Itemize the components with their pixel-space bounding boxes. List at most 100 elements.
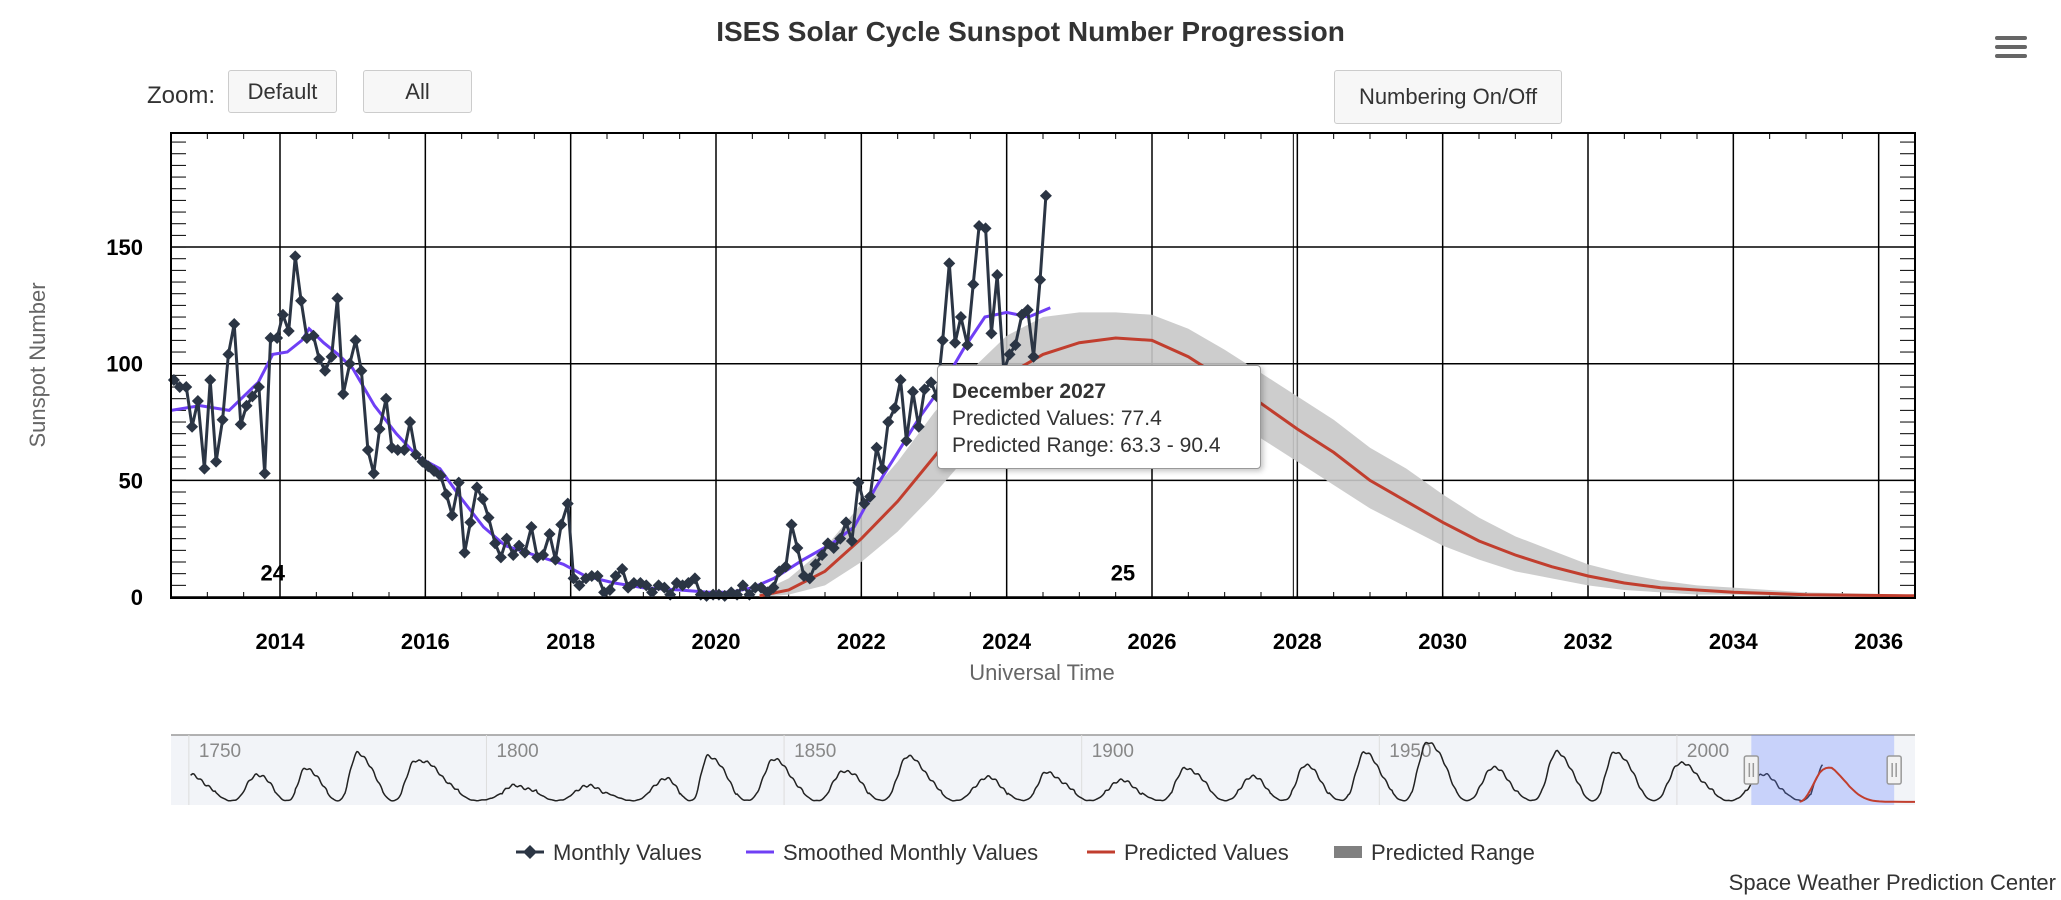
monthly-value-point[interactable] <box>967 278 980 291</box>
monthly-value-point[interactable] <box>391 444 404 457</box>
monthly-value-point[interactable] <box>186 420 199 433</box>
legend-item-predicted[interactable]: Predicted Values <box>1087 840 1289 865</box>
monthly-value-point[interactable] <box>482 511 495 524</box>
monthly-value-point[interactable] <box>1021 304 1034 317</box>
monthly-value-point[interactable] <box>852 476 865 489</box>
monthly-value-point[interactable] <box>404 416 417 429</box>
monthly-value-point[interactable] <box>180 381 193 394</box>
monthly-value-point[interactable] <box>591 570 604 583</box>
monthly-value-point[interactable] <box>1003 348 1016 361</box>
legend-item-monthly[interactable]: Monthly Values <box>516 840 702 865</box>
monthly-value-point[interactable] <box>791 542 804 555</box>
monthly-value-point[interactable] <box>373 423 386 436</box>
monthly-value-point[interactable] <box>307 329 320 342</box>
monthly-value-point[interactable] <box>816 549 829 562</box>
monthly-value-point[interactable] <box>276 308 289 321</box>
monthly-value-point[interactable] <box>906 385 919 398</box>
monthly-value-point[interactable] <box>803 572 816 585</box>
monthly-value-point[interactable] <box>936 334 949 347</box>
monthly-value-point[interactable] <box>458 546 471 559</box>
monthly-value-point[interactable] <box>555 518 568 531</box>
zoom-default-button[interactable]: Default <box>228 70 337 113</box>
monthly-value-point[interactable] <box>1039 189 1052 202</box>
monthly-value-point[interactable] <box>355 364 368 377</box>
monthly-value-point[interactable] <box>646 586 659 599</box>
navigator-handle-grip[interactable] <box>1743 755 1760 785</box>
numbering-toggle-button[interactable]: Numbering On/Off <box>1334 70 1562 124</box>
legend-item-range[interactable]: Predicted Range <box>1334 840 1535 865</box>
monthly-value-point[interactable] <box>543 528 556 541</box>
monthly-value-point[interactable] <box>173 381 186 394</box>
monthly-value-point[interactable] <box>954 311 967 324</box>
monthly-value-point[interactable] <box>319 364 332 377</box>
monthly-value-point[interactable] <box>452 476 465 489</box>
monthly-value-point[interactable] <box>216 413 229 426</box>
monthly-value-point[interactable] <box>489 537 502 550</box>
navigator-handle-grip[interactable] <box>1886 755 1902 785</box>
monthly-value-point[interactable] <box>809 558 822 571</box>
monthly-value-point[interactable] <box>252 381 265 394</box>
monthly-value-point[interactable] <box>834 532 847 545</box>
monthly-value-point[interactable] <box>1009 339 1022 352</box>
monthly-value-point[interactable] <box>264 332 277 345</box>
monthly-value-point[interactable] <box>367 467 380 480</box>
monthly-value-point[interactable] <box>434 469 447 482</box>
monthly-value-point[interactable] <box>1034 273 1047 286</box>
monthly-value-point[interactable] <box>518 546 531 559</box>
monthly-value-point[interactable] <box>888 402 901 415</box>
monthly-value-point[interactable] <box>337 388 350 401</box>
monthly-value-point[interactable] <box>616 563 629 576</box>
legend-item-smoothed[interactable]: Smoothed Monthly Values <box>746 840 1038 865</box>
navigator-left-handle[interactable] <box>1743 755 1760 785</box>
monthly-value-point[interactable] <box>525 521 538 534</box>
monthly-value-point[interactable] <box>198 462 211 475</box>
monthly-value-point[interactable] <box>191 395 204 408</box>
legend[interactable]: Monthly Values Smoothed Monthly Values Pre… <box>516 840 1535 865</box>
monthly-value-point[interactable] <box>627 577 640 590</box>
hamburger-menu-icon[interactable] <box>1995 36 2027 62</box>
monthly-value-point[interactable] <box>561 497 574 510</box>
monthly-value-point[interactable] <box>943 257 956 270</box>
monthly-value-point[interactable] <box>440 488 453 501</box>
monthly-value-point[interactable] <box>240 399 253 412</box>
zoom-all-button[interactable]: All <box>363 70 472 113</box>
monthly-value-point[interactable] <box>234 418 247 431</box>
monthly-value-point[interactable] <box>380 392 393 405</box>
monthly-value-point[interactable] <box>779 560 792 573</box>
monthly-value-point[interactable] <box>313 353 326 366</box>
monthly-value-point[interactable] <box>573 579 586 592</box>
monthly-value-point[interactable] <box>295 294 308 307</box>
monthly-value-point[interactable] <box>840 516 853 529</box>
monthly-value-point[interactable] <box>500 532 513 545</box>
monthly-value-point[interactable] <box>876 462 889 475</box>
monthly-value-point[interactable] <box>210 455 223 468</box>
monthly-value-point[interactable] <box>398 444 411 457</box>
monthly-value-point[interactable] <box>985 327 998 340</box>
monthly-value-point[interactable] <box>289 250 302 263</box>
monthly-value-point[interactable] <box>1027 350 1040 363</box>
monthly-value-point[interactable] <box>537 549 550 562</box>
monthly-value-point[interactable] <box>767 581 780 594</box>
monthly-value-point[interactable] <box>894 374 907 387</box>
monthly-value-point[interactable] <box>925 376 938 389</box>
monthly-value-point[interactable] <box>331 292 344 305</box>
monthly-value-point[interactable] <box>549 553 562 566</box>
monthly-value-point[interactable] <box>513 539 526 552</box>
monthly-value-point[interactable] <box>567 572 580 585</box>
monthly-value-point[interactable] <box>827 542 840 555</box>
monthly-value-point[interactable] <box>785 518 798 531</box>
navigator[interactable]: 1750 1800 1850 1900 1950 2000 <box>171 734 1916 805</box>
monthly-value-point[interactable] <box>409 448 422 461</box>
monthly-value-point[interactable] <box>858 497 871 510</box>
monthly-value-point[interactable] <box>991 269 1004 282</box>
monthly-value-point[interactable] <box>609 570 622 583</box>
monthly-value-point[interactable] <box>464 516 477 529</box>
monthly-value-point[interactable] <box>864 490 877 503</box>
monthly-value-point[interactable] <box>204 374 217 387</box>
monthly-value-point[interactable] <box>258 467 271 480</box>
monthly-value-point[interactable] <box>640 579 653 592</box>
monthly-value-point[interactable] <box>507 549 520 562</box>
monthly-value-point[interactable] <box>900 434 913 447</box>
monthly-value-point[interactable] <box>271 332 284 345</box>
monthly-value-point[interactable] <box>979 222 992 235</box>
